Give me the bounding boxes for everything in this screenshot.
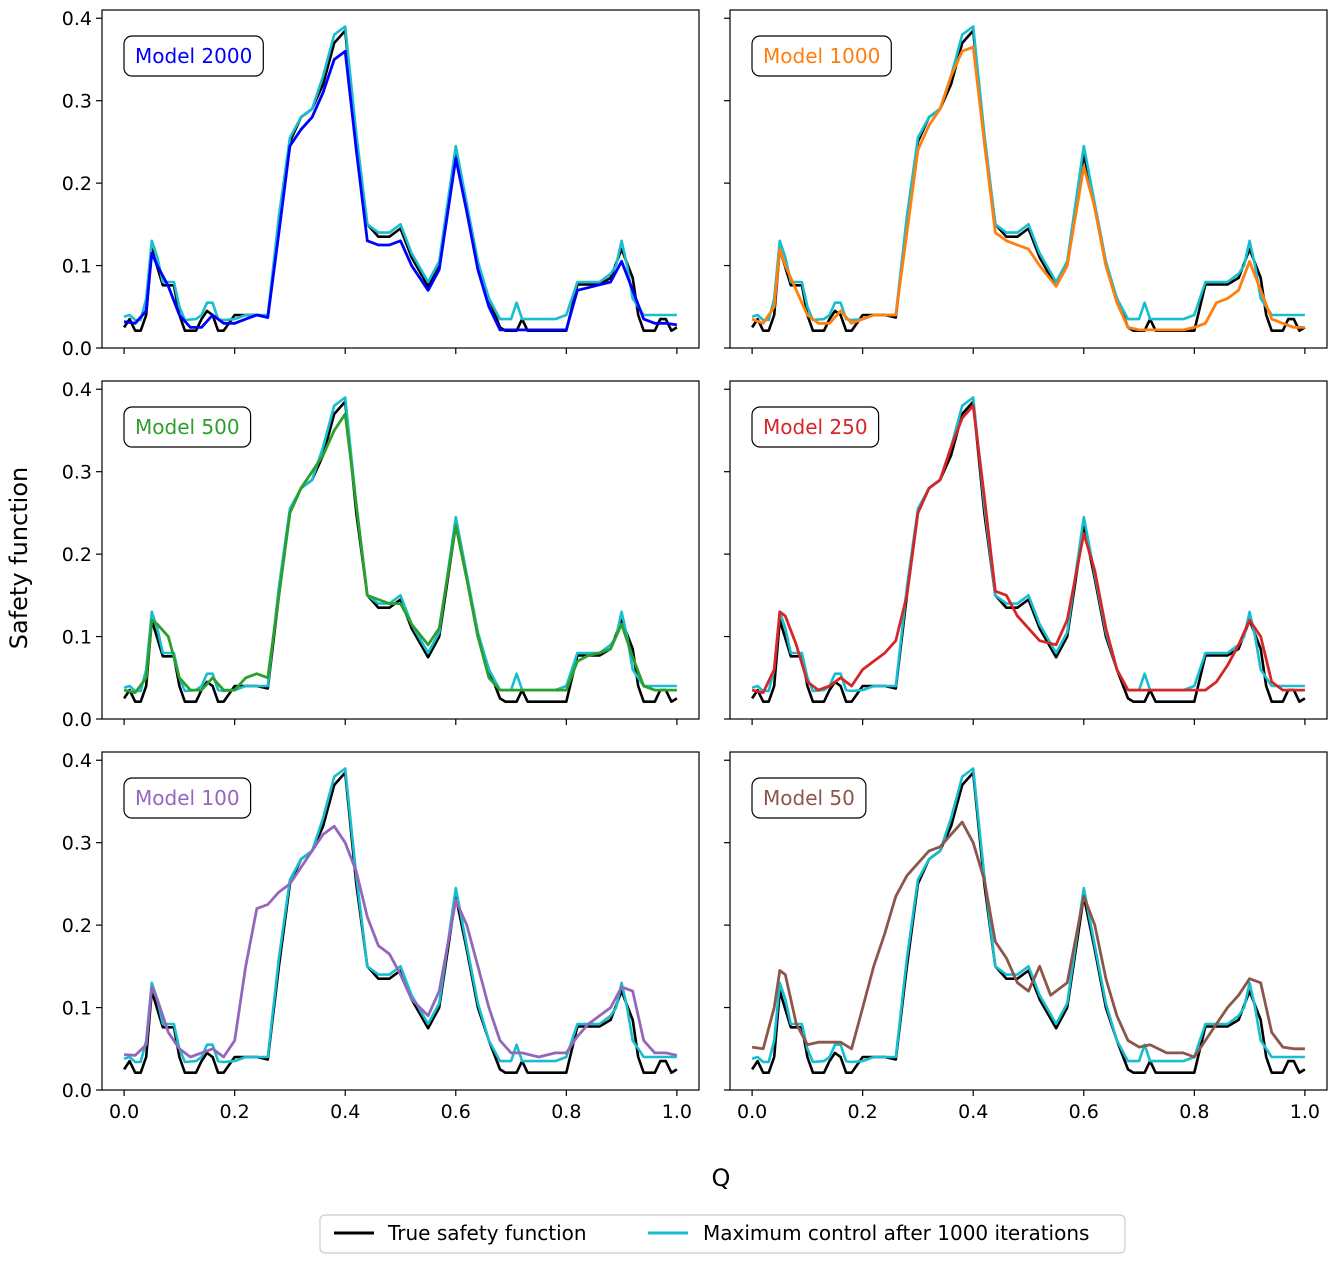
model-100-line bbox=[123, 824, 678, 1059]
model-badge-box bbox=[751, 777, 867, 819]
x-tick-label: 0.8 bbox=[1179, 1101, 1209, 1123]
model-badge: Model 500 bbox=[123, 406, 252, 448]
y-tick-label: 0.3 bbox=[62, 833, 92, 855]
true-safety-function-line bbox=[123, 400, 678, 703]
x-tick-label: 0.4 bbox=[958, 1101, 988, 1123]
model-badge-label: Model 100 bbox=[135, 786, 240, 810]
model-badge-label: Model 2000 bbox=[135, 44, 252, 68]
x-tick-label: 0.4 bbox=[330, 1101, 360, 1123]
panel-frame bbox=[101, 380, 700, 720]
legend-label-true: True safety function bbox=[387, 1221, 587, 1245]
model-500-line bbox=[123, 412, 677, 694]
true-safety-function-line bbox=[123, 771, 678, 1074]
model-badge-box bbox=[123, 35, 264, 77]
y-tick-label: 0.2 bbox=[62, 915, 92, 937]
panel-model-50: 0.0 0.2 0.4 0.6 0.8 1.0 Model 50 bbox=[724, 751, 1328, 1123]
model-50-line bbox=[751, 820, 1305, 1059]
series-group bbox=[751, 25, 1306, 332]
true-safety-function-line bbox=[751, 400, 1306, 703]
series-group bbox=[751, 396, 1306, 703]
model-badge: Model 100 bbox=[123, 777, 252, 819]
x-tick-label: 0.6 bbox=[441, 1101, 471, 1123]
y-tick-label: 0.3 bbox=[62, 462, 92, 484]
model-badge: Model 50 bbox=[751, 777, 867, 819]
y-tick-label: 0.0 bbox=[62, 709, 92, 731]
maximum-control-line bbox=[123, 396, 677, 693]
x-tick-label: 0.6 bbox=[1069, 1101, 1099, 1123]
y-tick-label: 0.0 bbox=[62, 338, 92, 360]
maximum-control-line bbox=[751, 396, 1305, 693]
x-tick-label: 0.2 bbox=[220, 1101, 250, 1123]
panel-model-100: 0.0 0.1 0.2 0.3 0.4 0.0 0.2 0.4 0.6 0.8 1.0 Model 1… bbox=[62, 750, 700, 1123]
panel-frame bbox=[101, 9, 700, 349]
panel-model-250: Model 250 bbox=[724, 380, 1328, 725]
x-tick-label: 0.0 bbox=[109, 1101, 139, 1123]
model-badge: Model 1000 bbox=[751, 35, 892, 77]
maximum-control-line bbox=[751, 767, 1305, 1064]
series-group bbox=[123, 396, 678, 703]
series-group bbox=[751, 767, 1306, 1074]
y-tick-label: 0.1 bbox=[62, 256, 92, 278]
model-badge: Model 2000 bbox=[123, 35, 264, 77]
panel-frame bbox=[729, 9, 1328, 349]
true-safety-function-line bbox=[751, 771, 1306, 1074]
true-safety-function-line bbox=[751, 29, 1306, 332]
model-2000-line bbox=[123, 49, 678, 332]
model-badge-label: Model 500 bbox=[135, 415, 240, 439]
series-group bbox=[123, 767, 678, 1074]
y-tick-label: 0.4 bbox=[62, 750, 92, 772]
panel-model-1000: Model 1000 bbox=[724, 9, 1328, 354]
y-tick-label: 0.1 bbox=[62, 627, 92, 649]
model-badge-box bbox=[123, 777, 252, 819]
model-badge-label: Model 50 bbox=[763, 786, 855, 810]
y-tick-label: 0.2 bbox=[62, 544, 92, 566]
x-tick-label: 0.0 bbox=[737, 1101, 767, 1123]
x-tick-label: 0.8 bbox=[551, 1101, 581, 1123]
legend-box bbox=[319, 1214, 1126, 1254]
model-1000-line bbox=[751, 45, 1305, 332]
y-tick-label: 0.0 bbox=[62, 1080, 92, 1102]
panel-frame bbox=[729, 380, 1328, 720]
model-badge-box bbox=[123, 406, 252, 448]
x-axis-title: Q bbox=[712, 1164, 731, 1192]
panel-model-2000: 0.0 0.1 0.2 0.3 0.4 Model 2000 bbox=[62, 8, 700, 360]
x-tick-label: 1.0 bbox=[1290, 1101, 1320, 1123]
y-tick-label: 0.2 bbox=[62, 173, 92, 195]
model-badge-label: Model 250 bbox=[763, 415, 868, 439]
series-group bbox=[123, 25, 678, 332]
model-badge: Model 250 bbox=[751, 406, 880, 448]
y-tick-label: 0.4 bbox=[62, 8, 92, 30]
y-tick-label: 0.1 bbox=[62, 998, 92, 1020]
panel-model-500: 0.0 0.1 0.2 0.3 0.4 Model 500 bbox=[62, 379, 700, 731]
y-tick-label: 0.4 bbox=[62, 379, 92, 401]
legend-label-control: Maximum control after 1000 iterations bbox=[703, 1221, 1089, 1245]
y-tick-label: 0.3 bbox=[62, 91, 92, 113]
model-badge-box bbox=[751, 35, 892, 77]
model-250-line bbox=[751, 404, 1305, 694]
legend: True safety function Maximum control aft… bbox=[319, 1214, 1126, 1254]
panel-frame bbox=[101, 751, 700, 1091]
model-badge-box bbox=[751, 406, 880, 448]
x-tick-label: 1.0 bbox=[662, 1101, 692, 1123]
panel-frame bbox=[729, 751, 1328, 1091]
x-tick-label: 0.2 bbox=[848, 1101, 878, 1123]
maximum-control-line bbox=[123, 25, 677, 322]
model-badge-label: Model 1000 bbox=[763, 44, 880, 68]
y-axis-title: Safety function bbox=[5, 467, 33, 649]
